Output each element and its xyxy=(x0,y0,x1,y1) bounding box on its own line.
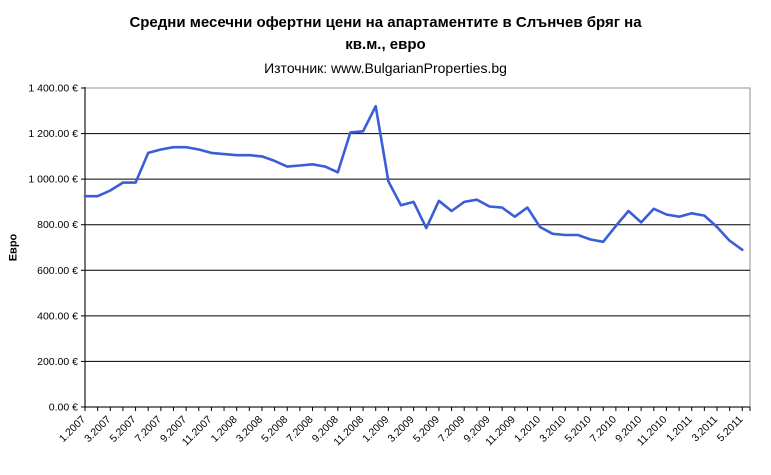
x-tick-label: 5.2011 xyxy=(715,414,746,445)
chart-source: Източник: www.BulgarianProperties.bg xyxy=(264,60,507,76)
x-tick-label: 3.2008 xyxy=(234,414,265,445)
chart-title-line1: Средни месечни офертни цени на апартамен… xyxy=(129,14,642,31)
x-tick-label: 7.2009 xyxy=(436,414,467,445)
x-tick-label: 5.2009 xyxy=(411,414,442,445)
x-tick-label: 1.2011 xyxy=(664,414,695,445)
x-tick-label: 7.2008 xyxy=(284,414,315,445)
y-tick-label: 600.00 € xyxy=(37,265,78,277)
y-tick-label: 1 400.00 € xyxy=(28,83,78,95)
x-tick-label: 1.2008 xyxy=(209,414,240,445)
y-tick-label: 1 200.00 € xyxy=(28,128,78,140)
y-tick-label: 0.00 € xyxy=(49,402,78,414)
x-tick-label: 7.2010 xyxy=(588,414,619,445)
x-tick-label: 5.2007 xyxy=(107,414,138,445)
x-tick-label: 3.2010 xyxy=(537,414,568,445)
x-tick-label: 1.2009 xyxy=(360,414,391,445)
y-tick-label: 800.00 € xyxy=(37,219,78,231)
price-line xyxy=(83,104,744,252)
x-tick-label: 3.2009 xyxy=(386,414,417,445)
y-tick-label: 200.00 € xyxy=(37,356,78,368)
x-tick-label: 3.2007 xyxy=(82,414,113,445)
y-tick-label: 1 000.00 € xyxy=(28,174,78,186)
x-tick-label: 1.2007 xyxy=(57,414,88,445)
chart-title-line2: кв.м., евро xyxy=(345,36,426,53)
y-tick-label: 400.00 € xyxy=(37,310,78,322)
plot-border xyxy=(84,87,751,408)
x-tick-label: 7.2007 xyxy=(133,414,164,445)
x-tick-label: 1.2010 xyxy=(512,414,543,445)
x-tick-label: 5.2010 xyxy=(563,414,594,445)
x-tick-label: 3.2011 xyxy=(689,414,720,445)
x-tick-label: 5.2008 xyxy=(259,414,290,445)
